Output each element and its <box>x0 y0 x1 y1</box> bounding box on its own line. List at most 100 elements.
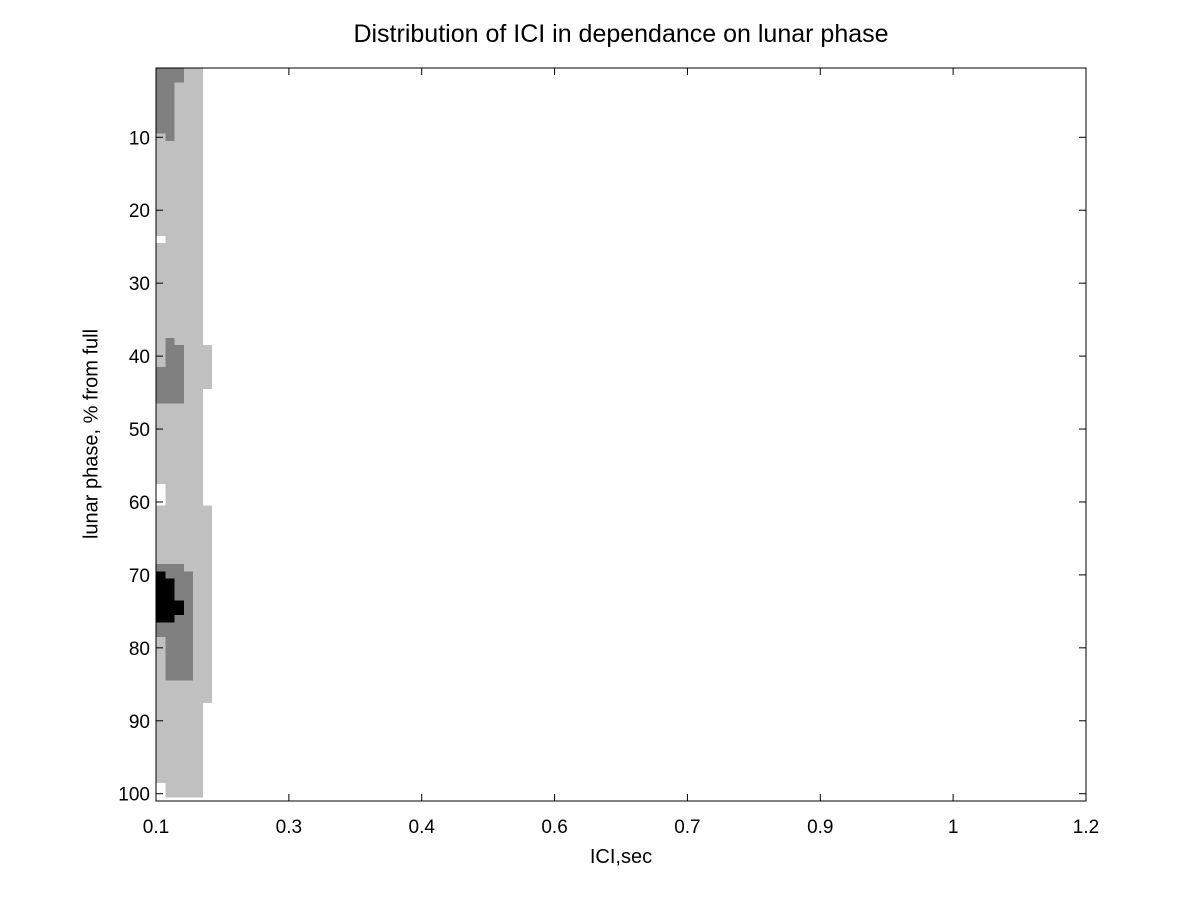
heatmap-cell <box>165 658 175 667</box>
x-tick-label: 0.4 <box>409 817 436 838</box>
heatmap-cell <box>193 352 203 361</box>
heatmap-cell <box>174 476 185 485</box>
heatmap-cell <box>156 111 166 120</box>
heatmap-cell <box>156 148 166 156</box>
heatmap-cell <box>156 768 166 776</box>
heatmap-cell <box>165 731 175 740</box>
heatmap-cell <box>193 585 203 594</box>
heatmap-cell <box>193 337 203 346</box>
heatmap-cell <box>156 221 166 229</box>
heatmap-cell <box>156 600 166 609</box>
heatmap-cell <box>156 345 166 353</box>
heatmap-cell <box>193 119 203 127</box>
heatmap-cell <box>156 578 166 587</box>
heatmap-cell <box>193 782 203 791</box>
heatmap-cell <box>183 534 194 543</box>
heatmap-cell <box>193 418 203 426</box>
heatmap-cell <box>183 578 194 587</box>
heatmap-cell <box>193 359 203 368</box>
heatmap-cell <box>183 337 194 346</box>
heatmap-cell <box>165 760 175 769</box>
heatmap-cell <box>174 534 185 543</box>
heatmap-cell <box>193 491 203 499</box>
heatmap-cell <box>156 695 166 703</box>
heatmap-cell <box>183 359 194 368</box>
heatmap-cell <box>183 658 194 667</box>
heatmap-cell <box>183 447 194 455</box>
heatmap-cell <box>183 520 194 528</box>
heatmap-cell <box>156 520 166 528</box>
heatmap-cell <box>174 651 185 660</box>
heatmap-cell <box>183 272 194 280</box>
heatmap-cell <box>193 170 203 178</box>
heatmap-cell <box>156 724 166 733</box>
heatmap-cell <box>165 542 175 550</box>
y-tick-label: 90 <box>129 712 150 733</box>
heatmap-cell <box>174 301 185 309</box>
heatmap-cell <box>202 563 213 572</box>
heatmap-cell <box>202 345 213 353</box>
heatmap-cell <box>193 717 203 725</box>
heatmap-cell <box>183 666 194 674</box>
heatmap-cell <box>183 308 194 317</box>
heatmap-cell <box>193 666 203 674</box>
heatmap-cell <box>183 593 194 601</box>
heatmap-cell <box>174 418 185 426</box>
heatmap-cell <box>193 432 203 441</box>
heatmap-cell <box>156 534 166 543</box>
heatmap-cell <box>165 155 175 164</box>
heatmap-cell <box>202 352 213 361</box>
heatmap-cell <box>165 512 175 521</box>
heatmap-cell <box>156 687 166 696</box>
heatmap-cell <box>165 177 175 185</box>
heatmap-cell <box>183 374 194 382</box>
heatmap-cell <box>193 600 203 609</box>
heatmap-cell <box>193 469 203 477</box>
heatmap-cell <box>202 367 213 375</box>
heatmap-cell <box>165 775 175 784</box>
heatmap-cell <box>156 593 166 601</box>
heatmap-cell <box>193 264 203 273</box>
heatmap-cell <box>183 709 194 718</box>
heatmap-cell <box>165 199 175 207</box>
heatmap-cell <box>165 235 175 244</box>
heatmap-cell <box>156 104 166 113</box>
heatmap-cell <box>183 483 194 492</box>
heatmap-cell <box>193 199 203 207</box>
heatmap-cell <box>183 505 194 514</box>
heatmap-cell <box>174 345 185 353</box>
heatmap-cell <box>174 68 185 76</box>
heatmap-cell <box>174 206 185 215</box>
heatmap-cell <box>193 731 203 740</box>
heatmap-cell <box>183 542 194 550</box>
heatmap-cell <box>174 447 185 455</box>
heatmap-cell <box>156 162 166 171</box>
heatmap-cell <box>202 571 213 579</box>
heatmap-cell <box>193 724 203 733</box>
y-tick-label: 60 <box>129 493 150 514</box>
x-tick-label: 0.1 <box>143 817 169 838</box>
heatmap-cell <box>165 505 175 514</box>
heatmap-cell <box>165 673 175 681</box>
heatmap-cell <box>165 330 175 339</box>
heatmap-cell <box>183 162 194 171</box>
heatmap-cell <box>165 534 175 543</box>
heatmap-cell <box>174 257 185 266</box>
heatmap-cell <box>165 352 175 361</box>
heatmap-cell <box>156 68 166 76</box>
heatmap-cell <box>193 388 203 397</box>
heatmap-cell <box>202 607 213 616</box>
heatmap-cell <box>183 615 194 623</box>
heatmap-cell <box>193 461 203 470</box>
heatmap-cell <box>174 170 185 178</box>
heatmap-cell <box>156 140 166 149</box>
heatmap-cell <box>165 418 175 426</box>
chart-title: Distribution of ICI in dependance on lun… <box>353 20 889 48</box>
heatmap-cell <box>174 82 185 91</box>
heatmap-cell <box>174 622 185 630</box>
heatmap-cell <box>183 388 194 397</box>
heatmap-cell <box>165 491 175 499</box>
heatmap-cell <box>193 243 203 251</box>
heatmap-cell <box>183 527 194 536</box>
heatmap-cell <box>165 133 175 142</box>
